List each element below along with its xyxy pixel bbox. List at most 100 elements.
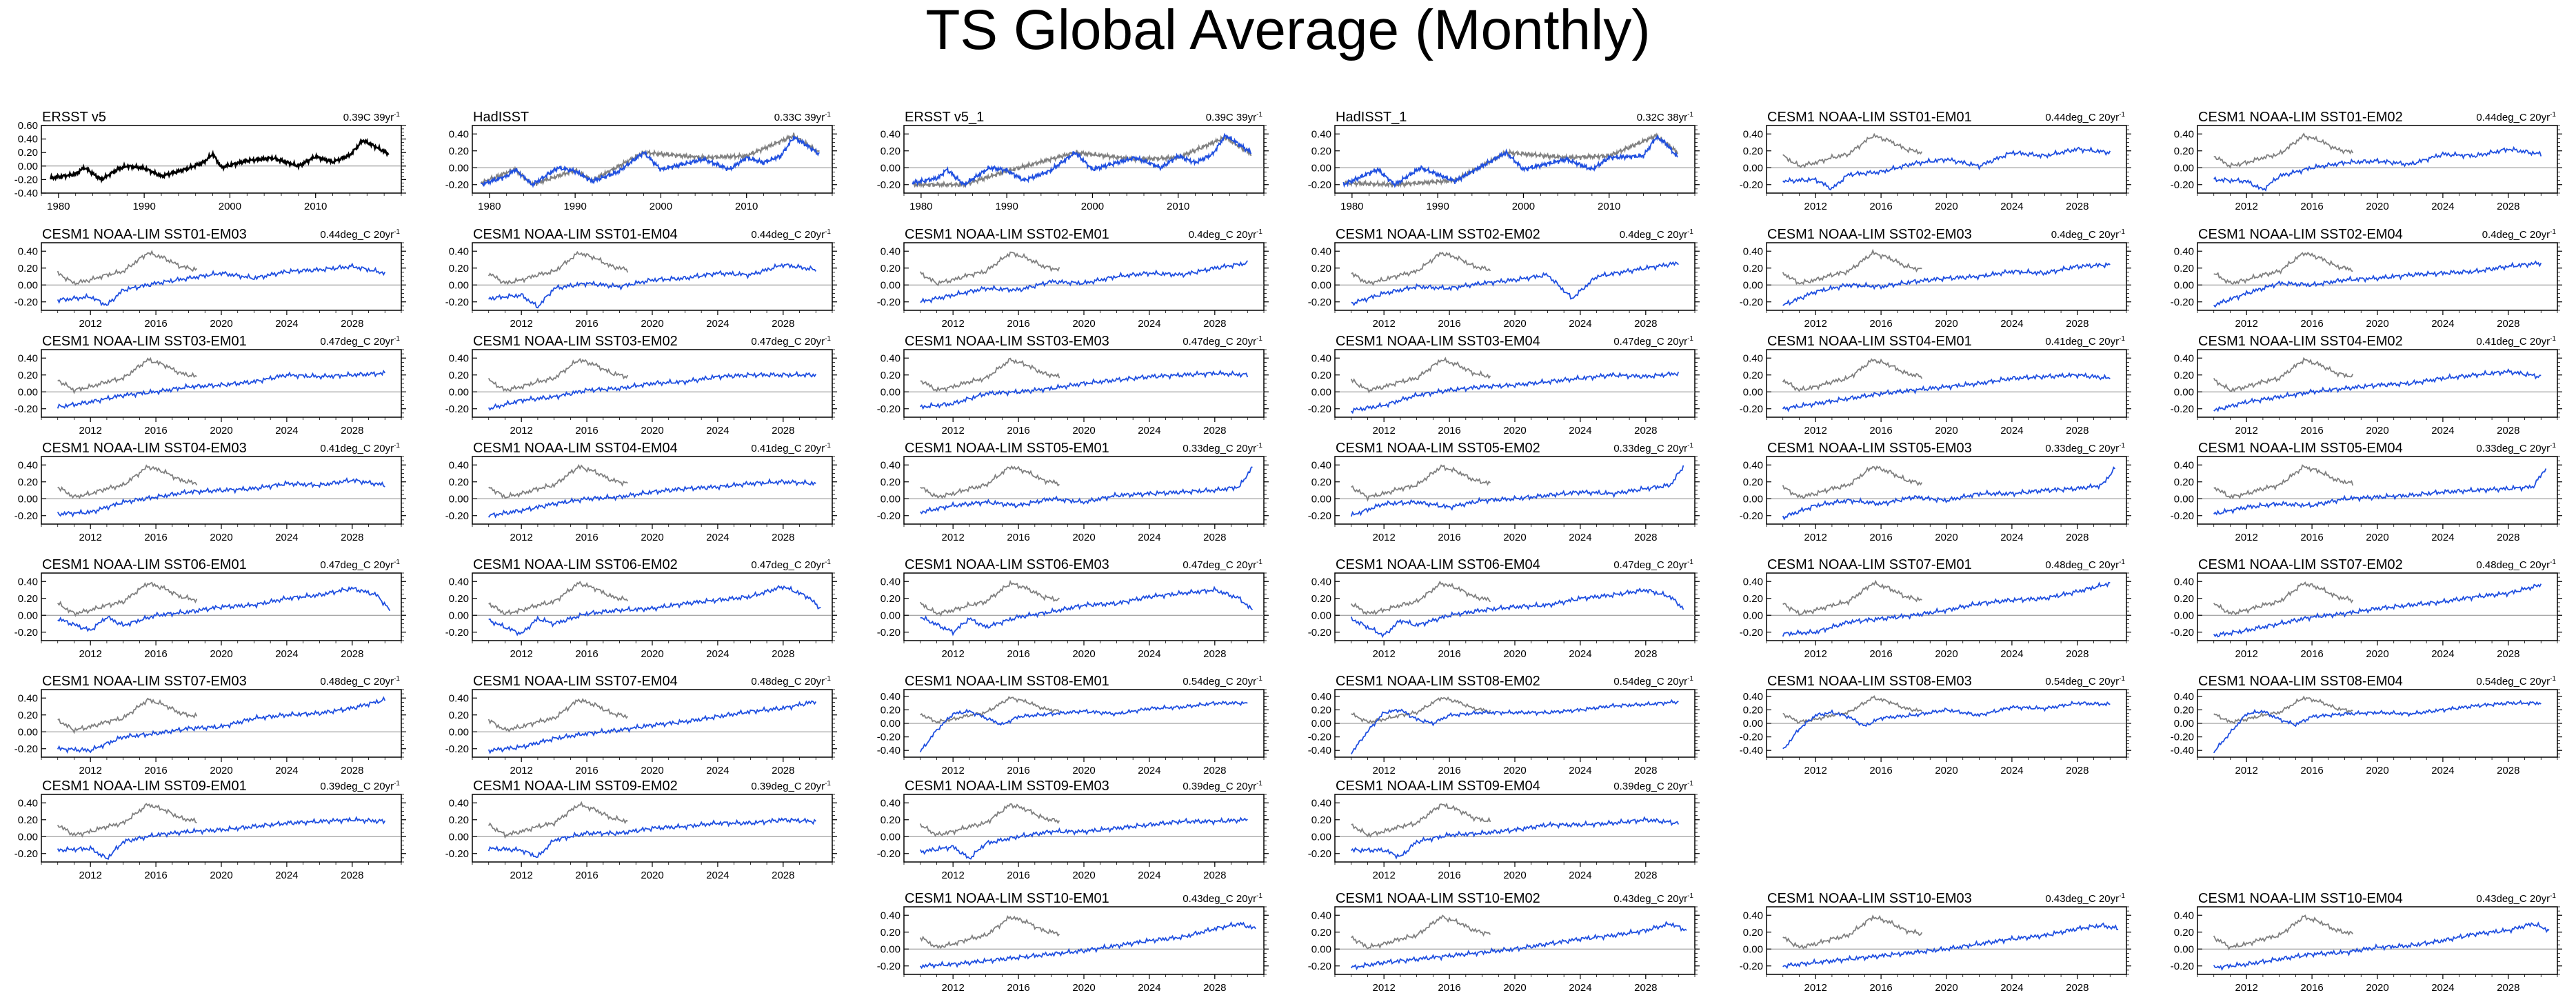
trend-value: 0.47deg_C 20yr	[1183, 559, 1256, 571]
x-tick-label: 2020	[210, 870, 232, 881]
x-tick-label: 2016	[575, 648, 598, 660]
overlay-series-line	[487, 698, 629, 733]
y-tick-label: 0.40	[18, 134, 38, 146]
x-tick-label: 2024	[2431, 425, 2454, 437]
x-tick-label: 2016	[1869, 982, 1892, 993]
trend-exponent: -1	[2550, 559, 2556, 566]
x-tick-label: 2020	[1935, 201, 1958, 212]
y-tick-label: -0.20	[1740, 403, 1763, 415]
y-tick-label: -0.20	[877, 732, 900, 743]
trend-exponent: -1	[394, 442, 400, 450]
y-tick-label: 0.40	[1311, 576, 1331, 588]
panel-title: CESM1 NOAA-LIM SST06-EM02	[473, 557, 678, 572]
y-tick-label: 0.00	[1743, 493, 1763, 505]
trend-value: 0.33deg_C 20yr	[2045, 443, 2119, 454]
chart-panel: CESM1 NOAA-LIM SST03-EM04 0.47deg_C 20yr-…	[1308, 334, 1700, 437]
panel-title: CESM1 NOAA-LIM SST10-EM03	[1767, 891, 1972, 906]
overlay-series-line	[487, 357, 629, 392]
trend-exponent: -1	[1256, 892, 1262, 900]
overlay-series-line	[920, 357, 1060, 393]
trend-value: 0.33C 39yr	[774, 112, 825, 123]
x-tick-label: 2016	[144, 870, 167, 881]
model-series-line	[2213, 699, 2542, 754]
y-tick-label: -0.20	[2171, 179, 2194, 191]
y-tick-label: 0.40	[449, 692, 469, 704]
x-tick-label: 2028	[1203, 648, 1226, 660]
x-tick-label: 2024	[1569, 425, 1591, 437]
x-tick-label: 2028	[2497, 765, 2519, 776]
trend-value: 0.41deg_C 20yr	[320, 443, 394, 454]
y-tick-label: 0.20	[1311, 146, 1331, 157]
y-tick-label: -0.20	[1308, 510, 1331, 522]
overlay-series-line	[1782, 248, 1922, 285]
x-tick-label: 2020	[641, 425, 663, 437]
x-tick-label: 2020	[2366, 648, 2388, 660]
trend-value: 0.54deg_C 20yr	[2476, 676, 2550, 688]
x-tick-label: 2024	[706, 870, 729, 881]
trend-label: 0.33C 39yr-1	[774, 111, 832, 123]
x-tick-label: 2016	[1007, 765, 1029, 776]
panel-title: CESM1 NOAA-LIM SST05-EM04	[2198, 441, 2403, 456]
trend-exponent: -1	[394, 675, 400, 683]
panel-title: CESM1 NOAA-LIM SST08-EM02	[1336, 674, 1540, 689]
x-tick-label: 2020	[2366, 318, 2388, 330]
y-tick-label: 0.20	[1311, 593, 1331, 605]
plot-frame	[1334, 906, 1695, 975]
y-tick-label: -0.20	[1740, 732, 1763, 743]
x-tick-label: 2016	[2300, 982, 2323, 993]
y-tick-label: 0.00	[2174, 162, 2194, 174]
trend-exponent: -1	[1256, 442, 1262, 450]
x-tick-label: 2012	[2235, 982, 2257, 993]
trend-value: 0.47deg_C 20yr	[751, 336, 825, 348]
x-tick-label: 2020	[1072, 532, 1095, 543]
x-tick-label: 2028	[772, 648, 794, 660]
y-tick-label: 0.20	[18, 593, 38, 605]
trend-exponent: -1	[2119, 335, 2125, 343]
x-tick-label: 1990	[132, 201, 155, 212]
y-tick-label: 0.20	[18, 710, 38, 721]
panel-title: CESM1 NOAA-LIM SST06-EM04	[1336, 557, 1540, 572]
y-tick-label: 0.00	[1311, 943, 1331, 955]
y-tick-label: 0.00	[881, 718, 900, 730]
x-tick-label: 2028	[1634, 425, 1657, 437]
x-tick-label: 2024	[2000, 765, 2023, 776]
chart-panel: CESM1 NOAA-LIM SST08-EM01 0.54deg_C 20yr-…	[877, 674, 1269, 776]
x-tick-label: 2028	[341, 870, 363, 881]
x-tick-label: 2028	[2066, 648, 2089, 660]
y-tick-label: -0.20	[14, 297, 38, 308]
trend-value: 0.54deg_C 20yr	[1183, 676, 1256, 688]
y-tick-label: -0.20	[2171, 510, 2194, 522]
x-tick-label: 2028	[341, 425, 363, 437]
x-tick-label: 2012	[941, 318, 964, 330]
trend-value: 0.47deg_C 20yr	[320, 336, 394, 348]
trend-exponent: -1	[1687, 335, 1693, 343]
y-tick-label: -0.20	[1740, 510, 1763, 522]
x-tick-label: 2012	[941, 532, 964, 543]
y-tick-label: 0.40	[18, 576, 38, 588]
y-tick-label: 0.00	[881, 493, 900, 505]
x-tick-label: 2016	[144, 318, 167, 330]
trend-value: 0.41deg_C 20yr	[2045, 336, 2119, 348]
trend-exponent: -1	[1687, 892, 1693, 900]
trend-label: 0.39C 39yr-1	[343, 111, 401, 123]
x-tick-label: 2028	[772, 532, 794, 543]
trend-exponent: -1	[2119, 228, 2125, 236]
x-tick-label: 2016	[1869, 532, 1892, 543]
y-tick-label: 0.20	[449, 263, 469, 274]
trend-label: 0.44deg_C 20yr-1	[751, 228, 831, 241]
x-tick-label: 2016	[1869, 765, 1892, 776]
x-tick-label: 2024	[275, 648, 298, 660]
x-tick-label: 2016	[1007, 982, 1029, 993]
x-tick-label: 2028	[1203, 982, 1226, 993]
trend-label: 0.41deg_C 20yr-1	[320, 442, 400, 454]
x-tick-label: 2020	[1503, 318, 1526, 330]
chart-panel: HadISST_1 0.32C 38yr-1 0.40 0.20 0.00 -0.20 19…	[1308, 110, 1700, 212]
panel-title: CESM1 NOAA-LIM SST03-EM01	[42, 334, 247, 349]
y-tick-label: -0.20	[14, 174, 38, 185]
y-tick-label: 0.00	[18, 161, 38, 172]
x-tick-label: 2028	[2066, 982, 2089, 993]
x-tick-label: 2020	[2366, 532, 2388, 543]
trend-label: 0.33deg_C 20yr-1	[2045, 442, 2125, 454]
model-series-line	[487, 478, 816, 519]
chart-panel: CESM1 NOAA-LIM SST04-EM01 0.41deg_C 20yr-…	[1740, 334, 2131, 437]
